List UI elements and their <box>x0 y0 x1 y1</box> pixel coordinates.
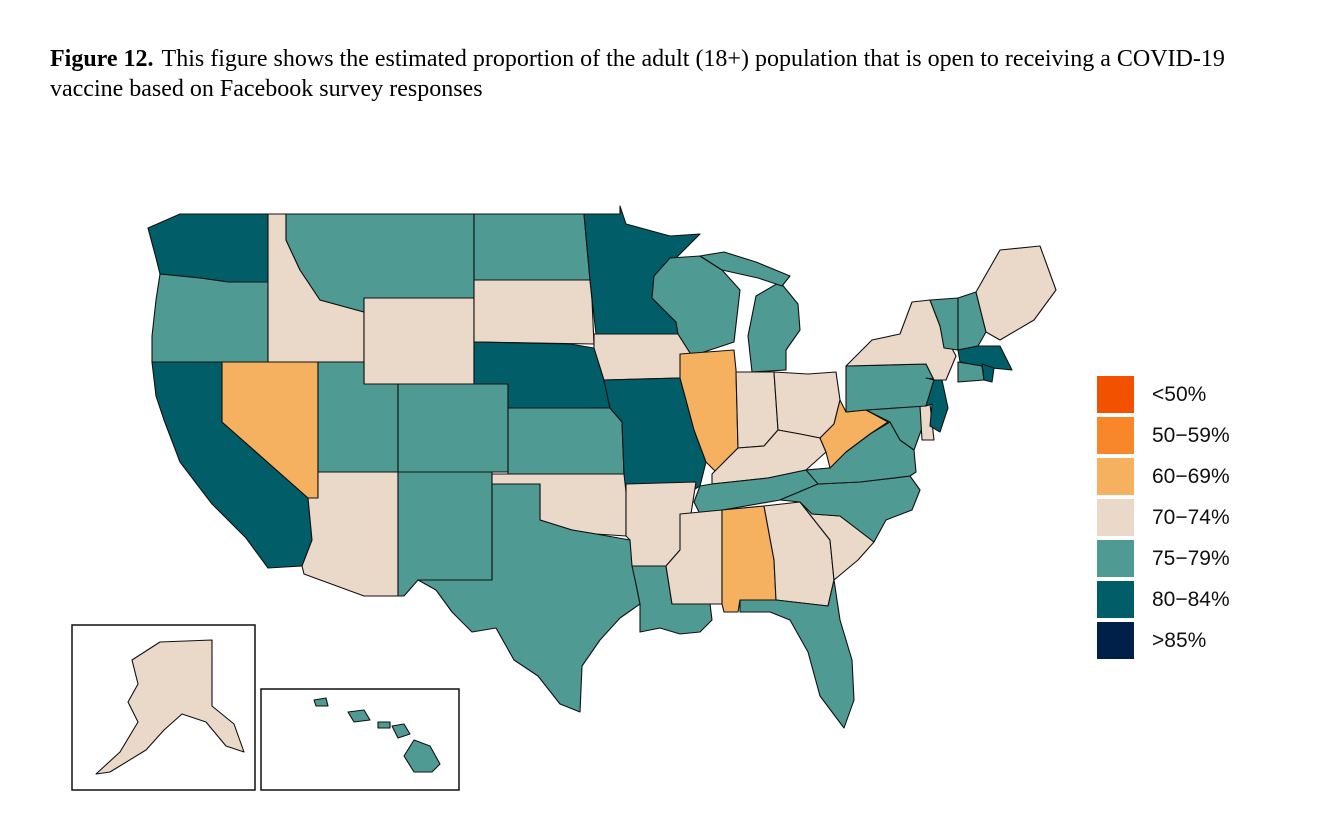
legend-item: 75−79% <box>1097 538 1230 579</box>
legend-swatch <box>1097 499 1134 536</box>
state-alaska <box>95 639 245 775</box>
figure-caption-text: This figure shows the estimated proporti… <box>50 46 1225 102</box>
state-kansas <box>507 407 625 475</box>
state-iowa <box>593 333 693 381</box>
state-maine <box>975 245 1057 341</box>
legend-item: >85% <box>1097 620 1230 661</box>
state-north-dakota <box>473 213 591 281</box>
state-hawaii-molokai <box>377 721 391 729</box>
state-rhode-island <box>981 363 995 383</box>
legend-swatch <box>1097 376 1134 413</box>
state-hawaii-oahu <box>347 709 371 723</box>
state-wyoming <box>363 297 475 385</box>
legend-label: 75−79% <box>1152 546 1230 570</box>
state-hawaii-maui <box>391 723 411 739</box>
state-michigan <box>747 281 801 373</box>
legend-item: <50% <box>1097 374 1230 415</box>
hawaii-inset-frame <box>260 688 460 791</box>
legend-label: 50−59% <box>1152 423 1230 447</box>
map-legend: <50% 50−59% 60−69% 70−74% 75−79% 80−84% … <box>1097 374 1230 661</box>
state-hawaii-big-island <box>403 739 441 773</box>
state-south-dakota <box>473 279 595 345</box>
state-oregon <box>151 273 269 363</box>
state-colorado <box>397 383 509 473</box>
legend-item: 60−69% <box>1097 456 1230 497</box>
state-florida <box>739 579 855 729</box>
legend-label: 60−69% <box>1152 464 1230 488</box>
legend-label: 80−84% <box>1152 587 1230 611</box>
state-michigan-up <box>699 251 791 287</box>
legend-item: 50−59% <box>1097 415 1230 456</box>
legend-label: >85% <box>1152 628 1207 652</box>
legend-swatch <box>1097 417 1134 454</box>
state-washington <box>147 213 269 283</box>
state-wisconsin <box>651 255 741 357</box>
figure-caption: Figure 12. This figure shows the estimate… <box>50 44 1280 104</box>
legend-item: 80−84% <box>1097 579 1230 620</box>
legend-swatch <box>1097 622 1134 659</box>
figure-label: Figure 12. <box>50 46 154 72</box>
state-new-hampshire <box>957 291 987 351</box>
state-west-virginia <box>819 399 889 469</box>
legend-swatch <box>1097 458 1134 495</box>
state-texas <box>417 483 641 713</box>
legend-label: 70−74% <box>1152 505 1230 529</box>
state-hawaii-kauai <box>313 697 329 707</box>
state-pennsylvania <box>845 363 935 413</box>
legend-swatch <box>1097 581 1134 618</box>
state-new-jersey <box>925 377 949 433</box>
state-new-mexico <box>397 471 493 597</box>
legend-swatch <box>1097 540 1134 577</box>
state-vermont <box>929 297 959 351</box>
legend-label: <50% <box>1152 382 1207 406</box>
legend-item: 70−74% <box>1097 497 1230 538</box>
